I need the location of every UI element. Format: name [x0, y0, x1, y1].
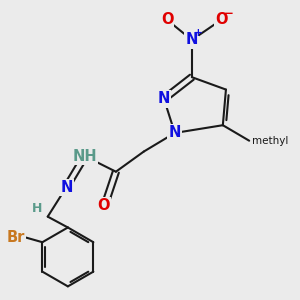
- Text: H: H: [32, 202, 42, 215]
- Text: O: O: [161, 12, 173, 27]
- Text: NH: NH: [73, 149, 97, 164]
- Text: N: N: [169, 125, 181, 140]
- Text: Br: Br: [7, 230, 25, 245]
- Text: N: N: [186, 32, 198, 47]
- Text: N: N: [158, 92, 170, 106]
- Text: −: −: [224, 7, 234, 20]
- Text: +: +: [194, 28, 203, 38]
- Text: methyl: methyl: [252, 136, 288, 146]
- Text: N: N: [60, 180, 73, 195]
- Text: O: O: [97, 198, 110, 213]
- Text: O: O: [215, 12, 227, 27]
